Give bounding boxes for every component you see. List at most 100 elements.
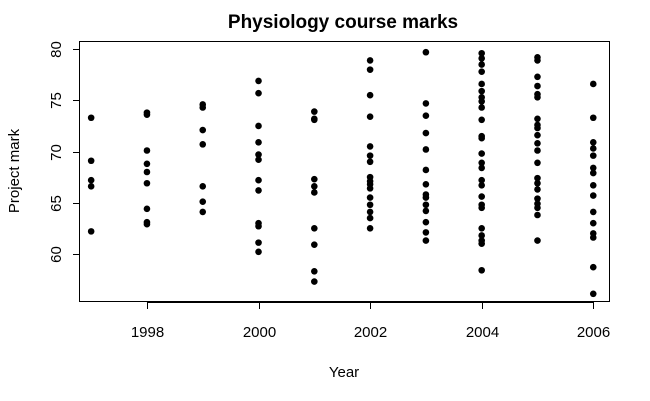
data-point	[478, 224, 485, 232]
data-point	[478, 55, 485, 62]
data-point	[366, 214, 374, 222]
data-point	[311, 108, 318, 115]
data-point	[422, 194, 430, 201]
data-point	[143, 147, 151, 154]
y-tick-label: 75	[48, 92, 65, 109]
data-point	[534, 57, 541, 64]
data-point	[87, 183, 95, 190]
data-point	[422, 229, 430, 236]
x-tick-label: 2004	[466, 324, 499, 341]
data-point	[478, 61, 485, 68]
data-point	[422, 112, 430, 120]
data-point	[422, 207, 430, 215]
data-point	[143, 220, 151, 228]
data-point	[478, 176, 485, 184]
data-point	[422, 237, 430, 244]
y-axis: 60 65 70 75 80	[48, 41, 80, 263]
data-point	[589, 152, 597, 159]
data-points	[87, 48, 597, 298]
data-point	[199, 104, 207, 111]
data-point	[143, 168, 151, 176]
data-point	[366, 158, 374, 166]
data-point	[589, 80, 597, 88]
data-point	[255, 248, 262, 256]
data-point	[87, 157, 95, 165]
data-point	[366, 66, 374, 73]
data-point	[422, 201, 430, 209]
data-point	[478, 232, 485, 239]
data-point	[534, 115, 541, 123]
data-point	[589, 263, 597, 271]
data-point	[199, 126, 207, 134]
data-point	[478, 134, 485, 142]
data-point	[255, 156, 262, 164]
data-point	[366, 57, 374, 64]
data-point	[255, 151, 262, 158]
x-tick-label: 2006	[577, 324, 610, 341]
y-tick-label: 70	[48, 144, 65, 161]
x-tick-label: 1998	[131, 324, 164, 341]
data-point	[311, 175, 318, 183]
data-point	[422, 100, 430, 107]
data-point	[255, 89, 262, 97]
plot-area	[79, 41, 610, 302]
data-point	[311, 183, 318, 190]
data-point	[534, 237, 541, 244]
data-point	[534, 82, 541, 90]
x-axis: 1998 2000 2002 2004 2006	[131, 302, 610, 341]
data-point	[534, 195, 541, 202]
data-point	[534, 140, 541, 147]
data-point	[478, 164, 485, 172]
data-point	[534, 204, 541, 212]
data-point	[143, 160, 151, 168]
data-point	[366, 143, 374, 150]
data-point	[478, 68, 485, 75]
data-point	[255, 239, 262, 246]
data-point	[478, 87, 485, 95]
data-point	[199, 183, 207, 190]
data-point	[589, 192, 597, 199]
x-tick-label: 2002	[354, 324, 387, 341]
data-point	[199, 198, 207, 205]
data-point	[534, 159, 541, 167]
data-point	[478, 150, 485, 157]
y-axis-label: Project mark	[6, 128, 23, 213]
plot-frame	[79, 41, 610, 302]
data-point	[534, 186, 541, 193]
data-point	[534, 174, 541, 182]
data-point	[478, 116, 485, 124]
data-point	[255, 187, 262, 194]
data-point	[366, 152, 374, 159]
data-point	[311, 267, 318, 275]
data-point	[87, 114, 95, 122]
data-point	[589, 208, 597, 216]
data-point	[143, 111, 151, 118]
data-point	[534, 147, 541, 154]
data-point	[366, 113, 374, 121]
data-point	[589, 145, 597, 152]
data-point	[534, 179, 541, 187]
data-point	[589, 169, 597, 177]
data-point	[311, 241, 318, 248]
data-point	[589, 290, 597, 298]
data-point	[366, 208, 374, 216]
data-point	[478, 49, 485, 57]
chart-title: Physiology course marks	[228, 12, 458, 33]
data-point	[422, 166, 430, 174]
y-tick-label: 60	[48, 246, 65, 263]
data-point	[534, 131, 541, 139]
data-point	[255, 77, 262, 85]
data-point	[143, 205, 151, 213]
x-axis-label: Year	[329, 364, 359, 381]
data-point	[534, 73, 541, 81]
data-point	[478, 266, 485, 274]
data-point	[311, 224, 318, 232]
data-point	[366, 185, 374, 192]
data-point	[422, 48, 430, 56]
data-point	[478, 193, 485, 200]
data-point	[589, 114, 597, 122]
data-point	[87, 228, 95, 235]
data-point	[478, 159, 485, 167]
data-point	[589, 182, 597, 189]
data-point	[366, 91, 374, 99]
